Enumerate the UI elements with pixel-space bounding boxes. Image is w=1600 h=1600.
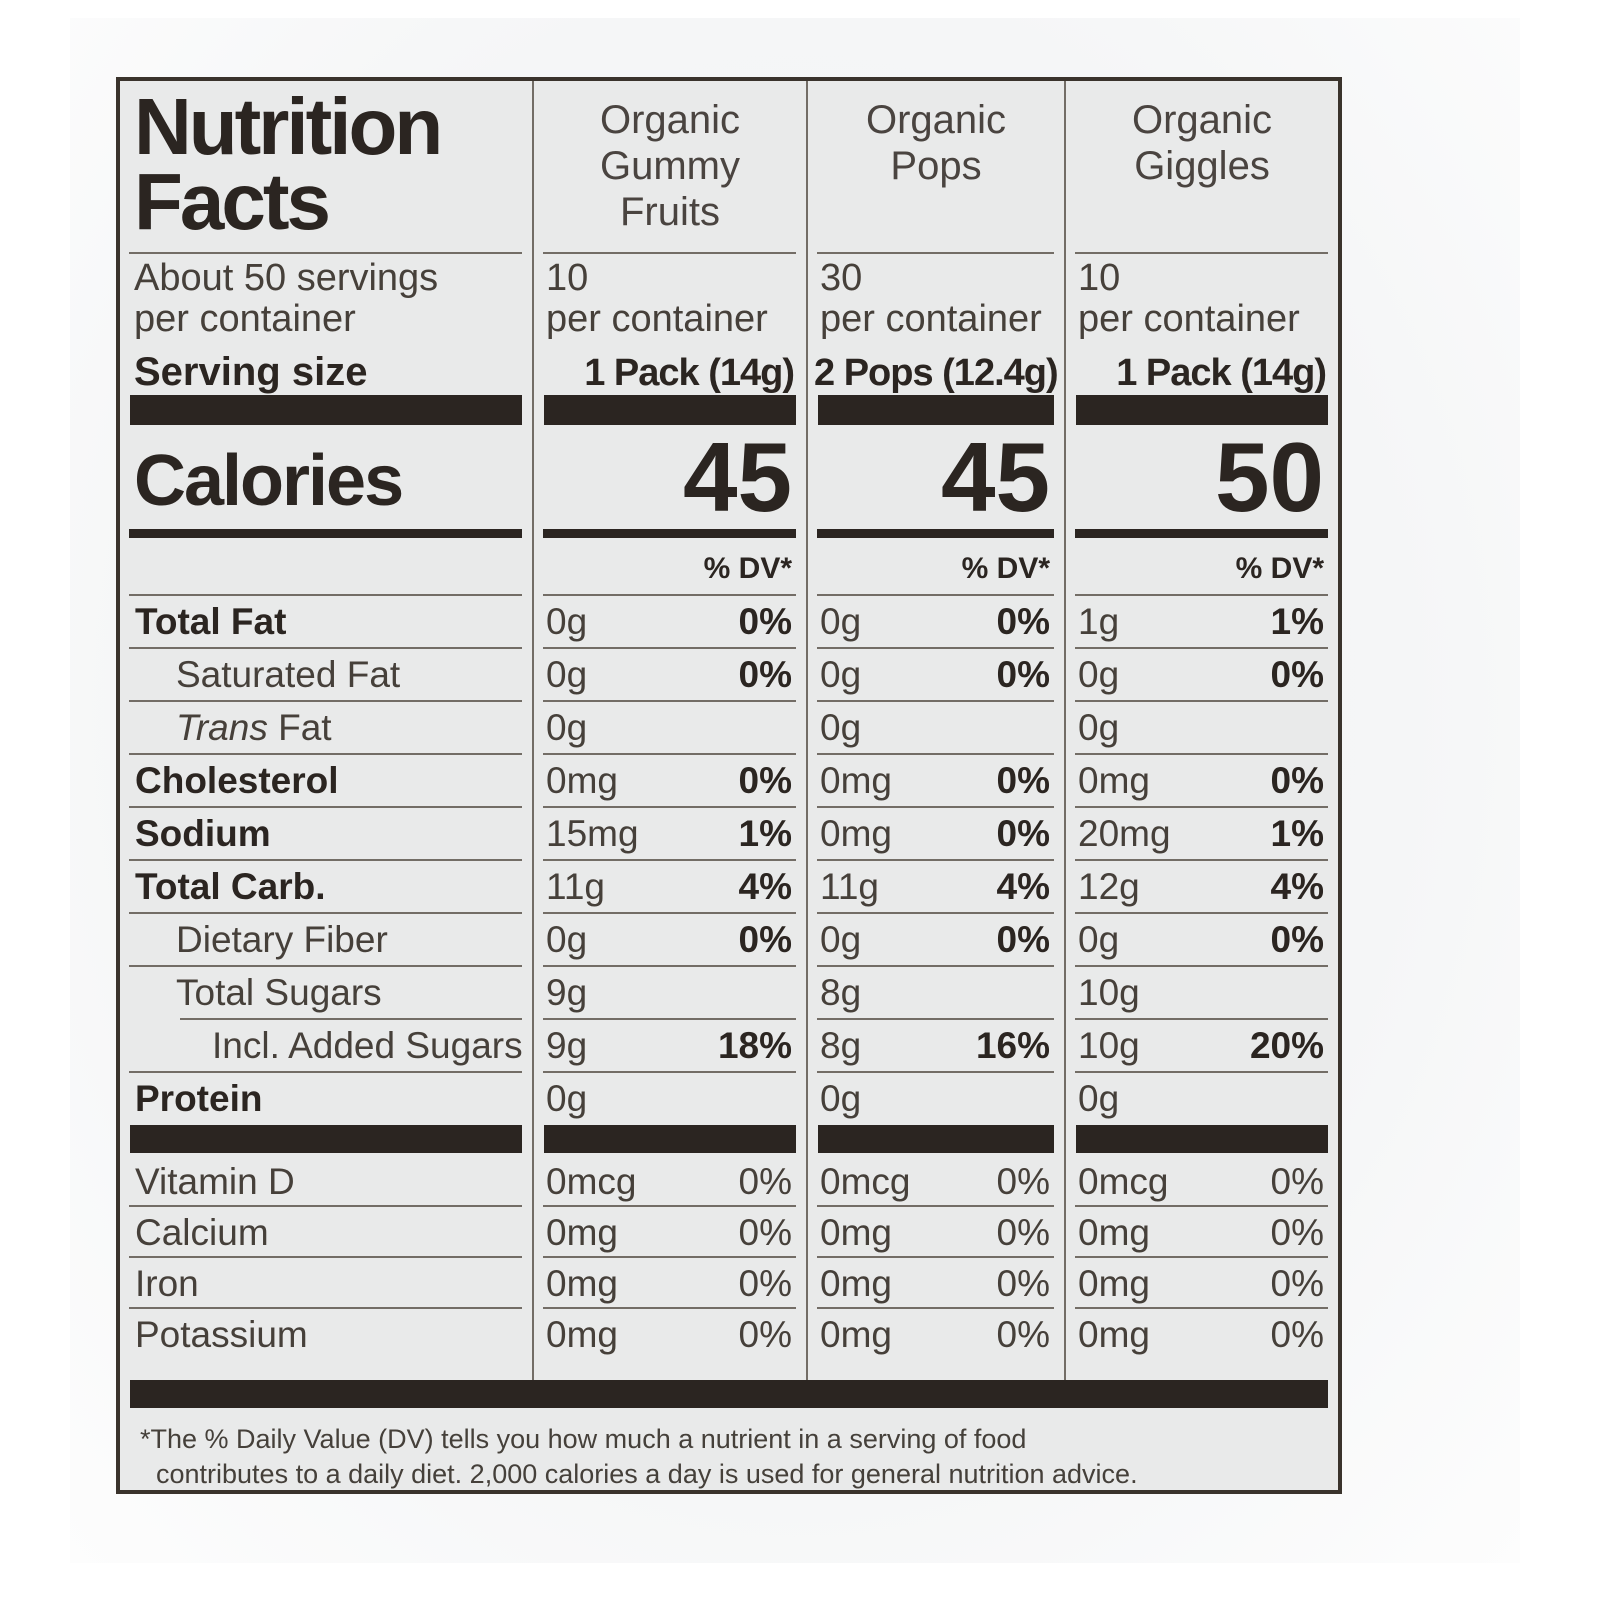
- footnote-line-1: *The % Daily Value (DV) tells you how mu…: [140, 1424, 1027, 1454]
- serving-cell-giggles: 10 per container 1 Pack (14g): [1064, 252, 1338, 402]
- serving-cell-gummy-fruits: 10 per container 1 Pack (14g): [532, 252, 806, 402]
- nutrient-row-sodium: Sodium 15mg 1% 0mg 0% 20mg 1%: [120, 806, 1338, 859]
- footnote-line-2: contributes to a daily diet. 2,000 calor…: [156, 1459, 1138, 1490]
- serving-info-cell: About 50 servings per container Serving …: [120, 252, 532, 401]
- product-name-pops: Organic Pops: [806, 81, 1064, 252]
- divider-bar-row: [120, 394, 1338, 426]
- footnote-divider-bar: [130, 1380, 1328, 1408]
- calories-row: Calories 45 45 50: [120, 426, 1338, 538]
- trans-italic: Trans: [176, 707, 268, 748]
- nutrient-row-cholesterol: Cholesterol 0mg 0% 0mg 0% 0mg 0%: [120, 753, 1338, 806]
- footnote: *The % Daily Value (DV) tells you how mu…: [120, 1408, 1338, 1492]
- nutrient-row-added-sugars: Incl. Added Sugars 9g 18% 8g 16% 10g 20%: [120, 1018, 1338, 1071]
- divider-bar: [1076, 395, 1328, 425]
- vitamin-row-calcium: Calcium 0mg 0% 0mg 0% 0mg 0%: [120, 1205, 1338, 1256]
- serving-cell-pops: 30 per container 2 Pops (12.4g): [806, 252, 1064, 402]
- nutrient-row-dietary-fiber: Dietary Fiber 0g 0% 0g 0% 0g 0%: [120, 912, 1338, 965]
- nutrient-row-total-carb: Total Carb. 11g 4% 11g 4% 12g 4%: [120, 859, 1338, 912]
- divider-bar: [818, 395, 1054, 425]
- dv-header: % DV*: [1235, 552, 1324, 585]
- vitamin-row-potassium: Potassium 0mg 0% 0mg 0% 0mg 0%: [120, 1307, 1338, 1358]
- calories-pops: 45: [806, 426, 1064, 538]
- panel-title: Nutrition Facts: [134, 82, 443, 247]
- calories-gummy-fruits: 45: [532, 426, 806, 538]
- dv-header: % DV*: [961, 552, 1050, 585]
- dv-header-row: % DV* % DV* % DV*: [120, 538, 1338, 594]
- vitamin-row-vitamin-d: Vitamin D 0mcg 0% 0mcg 0% 0mcg 0%: [120, 1154, 1338, 1205]
- divider-bar: [818, 1125, 1054, 1153]
- title-cell: Nutrition Facts: [120, 81, 532, 252]
- header-row: Nutrition Facts Organic Gummy Fruits Org…: [120, 81, 1338, 252]
- vitamin-row-iron: Iron 0mg 0% 0mg 0% 0mg 0%: [120, 1256, 1338, 1307]
- nutrient-row-total-sugars: Total Sugars 9g 8g 10g: [120, 965, 1338, 1018]
- dv-header: % DV*: [703, 552, 792, 585]
- nutrient-row-protein: Protein 0g 0g 0g: [120, 1071, 1338, 1124]
- product-name-gummy-fruits: Organic Gummy Fruits: [532, 81, 806, 252]
- calories-giggles: 50: [1064, 426, 1338, 538]
- nutrient-row-total-fat: Total Fat 0g 0% 0g 0% 1g 1%: [120, 594, 1338, 647]
- divider-bar: [544, 395, 796, 425]
- nutrient-row-saturated-fat: Saturated Fat 0g 0% 0g 0% 0g 0%: [120, 647, 1338, 700]
- servings-per-container: About 50 servings per container: [134, 257, 439, 341]
- divider-bar: [130, 1125, 522, 1153]
- nutrition-facts-panel: Nutrition Facts Organic Gummy Fruits Org…: [116, 77, 1342, 1494]
- divider-bar: [130, 395, 522, 425]
- serving-size-label: Serving size: [134, 350, 368, 395]
- serving-row: About 50 servings per container Serving …: [120, 252, 1338, 402]
- product-name-giggles: Organic Giggles: [1064, 81, 1338, 252]
- calories-label-cell: Calories: [120, 426, 532, 538]
- nutrient-row-trans-fat: Trans Fat 0g 0g 0g: [120, 700, 1338, 753]
- divider-bar: [1076, 1125, 1328, 1153]
- spacer-row: [120, 1358, 1338, 1380]
- divider-bar: [544, 1125, 796, 1153]
- divider-bar-row-2: [120, 1124, 1338, 1154]
